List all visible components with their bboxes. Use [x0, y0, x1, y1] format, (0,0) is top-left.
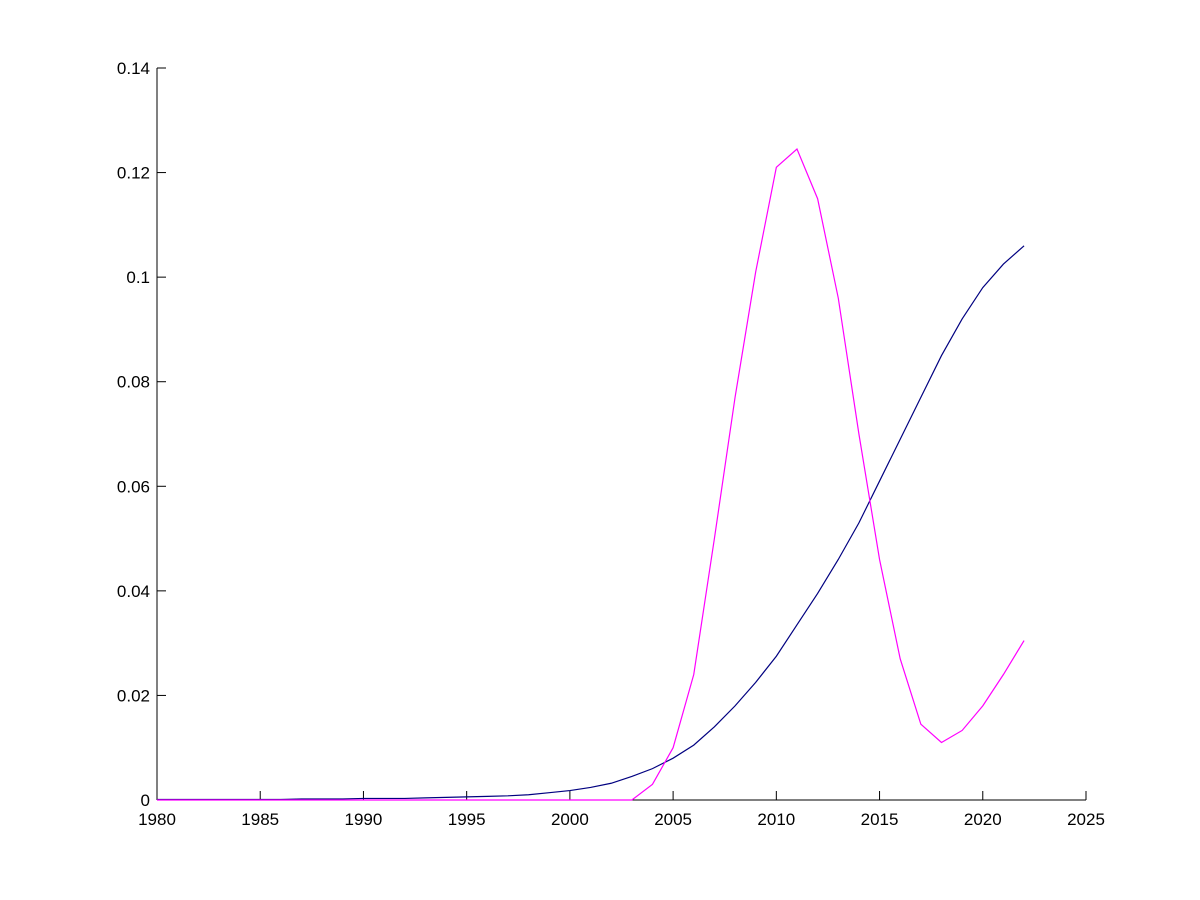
x-tick-label: 1980 [138, 810, 176, 829]
x-tick-label: 1985 [241, 810, 279, 829]
x-tick-label: 1990 [345, 810, 383, 829]
y-tick-label: 0.06 [117, 477, 150, 496]
x-tick-label: 2005 [654, 810, 692, 829]
line-series [157, 245, 1025, 801]
x-tick-label: 1995 [448, 810, 486, 829]
y-tick-label: 0.1 [126, 268, 150, 287]
y-tick-label: 0.08 [117, 373, 150, 392]
x-tick-label: 2015 [861, 810, 899, 829]
line-series [157, 148, 1025, 801]
y-tick-label: 0.04 [117, 582, 150, 601]
x-tick-label: 2025 [1067, 810, 1105, 829]
y-tick-label: 0.02 [117, 686, 150, 705]
y-tick-label: 0.14 [117, 59, 150, 78]
x-tick-label: 2020 [964, 810, 1002, 829]
x-tick-label: 2010 [757, 810, 795, 829]
x-tick-label: 2000 [551, 810, 589, 829]
y-tick-label: 0 [141, 791, 150, 810]
y-tick-label: 0.12 [117, 164, 150, 183]
